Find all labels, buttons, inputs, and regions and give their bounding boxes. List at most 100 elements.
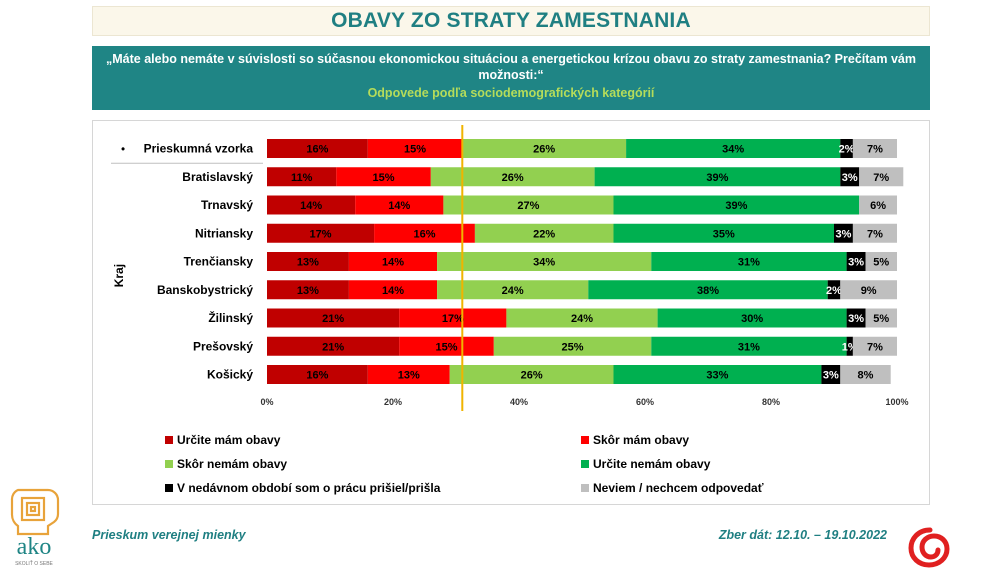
bar-segment — [355, 195, 444, 215]
data-label: 2% — [826, 285, 842, 297]
data-label: 3% — [848, 257, 864, 269]
data-label: 26% — [521, 370, 543, 382]
bar-segment — [437, 280, 589, 300]
data-label: 25% — [562, 341, 584, 353]
data-label: 26% — [533, 144, 555, 156]
data-label: 14% — [382, 285, 404, 297]
group-axis-label: Kraj — [112, 264, 126, 287]
data-label: 21% — [322, 313, 344, 325]
data-label: 34% — [722, 144, 744, 156]
bar-segment — [474, 223, 614, 243]
legend-label: V nedávnom období som o prácu prišiel/pr… — [177, 481, 441, 495]
bar-segment — [267, 252, 349, 271]
bar-segment — [399, 308, 507, 328]
title-bar: OBAVY ZO STRATY ZAMESTNANIA — [92, 6, 930, 36]
data-label: 38% — [697, 285, 719, 297]
data-label: 26% — [502, 172, 524, 184]
data-label: 17% — [310, 228, 332, 240]
bar-segment — [865, 252, 897, 271]
question-box: „Máte alebo nemáte v súvislosti so súčas… — [92, 46, 930, 110]
bar-segment — [613, 195, 860, 215]
bar-segment — [594, 167, 841, 187]
bar-segment — [846, 308, 866, 328]
legend-swatch — [165, 436, 173, 444]
legend-swatch — [165, 460, 173, 468]
bar-segment — [267, 365, 368, 384]
bar-segment — [852, 336, 897, 356]
bar-segment — [651, 336, 847, 356]
category-label: Bratislavský — [182, 170, 253, 184]
bar-segment — [865, 308, 897, 328]
bar-segment — [846, 336, 853, 356]
bar-segment — [827, 280, 841, 300]
data-label: 34% — [533, 257, 555, 269]
x-tick-label: 60% — [636, 397, 654, 407]
data-label: 13% — [398, 370, 420, 382]
category-label: Trenčiansky — [184, 255, 254, 269]
category-label: Žilinský — [208, 310, 253, 325]
legend-swatch — [581, 484, 589, 492]
bar-segment — [267, 280, 349, 300]
data-label: 6% — [870, 200, 886, 212]
bar-segment — [437, 252, 652, 271]
bar-segment — [267, 223, 375, 243]
bar-segment — [462, 139, 627, 158]
category-label: Prešovský — [193, 339, 253, 353]
data-label: 24% — [502, 285, 524, 297]
bar-segment — [657, 308, 847, 328]
bar-segment — [267, 308, 400, 328]
bar-segment — [449, 365, 614, 384]
data-label: 14% — [382, 257, 404, 269]
bar-segment — [399, 336, 494, 356]
chart-panel: Prieskumná vzorka • Bratislavský Trnavský Ni… — [92, 120, 930, 505]
bar-segment — [840, 167, 860, 187]
data-label: 13% — [297, 285, 319, 297]
data-label: 21% — [322, 341, 344, 353]
legend-swatch — [581, 436, 589, 444]
bar-segment — [443, 195, 614, 215]
bar-segment — [840, 365, 891, 384]
bar-segment — [588, 280, 828, 300]
data-label: 3% — [823, 370, 839, 382]
data-label: 24% — [571, 313, 593, 325]
bar-segment — [367, 365, 450, 384]
page-title: OBAVY ZO STRATY ZAMESTNANIA — [331, 9, 691, 32]
data-label: 31% — [738, 341, 760, 353]
data-label: 15% — [373, 172, 395, 184]
data-label: 17% — [442, 313, 464, 325]
bar-segment — [348, 252, 438, 271]
data-label: 30% — [741, 313, 763, 325]
x-tick-label: 20% — [384, 397, 402, 407]
bar-segment — [651, 252, 847, 271]
bar-segment — [267, 336, 400, 356]
data-label: 16% — [306, 370, 328, 382]
ako-logo-tagline: SKOLIŤ O SEBE — [15, 559, 53, 567]
data-label: 3% — [842, 172, 858, 184]
data-label: 5% — [873, 313, 889, 325]
data-label: 7% — [867, 144, 883, 156]
data-label: 7% — [867, 228, 883, 240]
data-label: 14% — [388, 200, 410, 212]
data-label: 7% — [873, 172, 889, 184]
data-label: 13% — [297, 257, 319, 269]
data-label: 27% — [517, 200, 539, 212]
data-label: 7% — [867, 341, 883, 353]
category-label: Trnavský — [201, 198, 253, 212]
ako-logo-text: ako — [17, 534, 52, 560]
x-tick-label: 100% — [885, 397, 908, 407]
bar-segment — [840, 280, 897, 300]
bar-segment — [613, 365, 822, 384]
bar-segment — [613, 223, 834, 243]
bar-segment — [834, 223, 853, 243]
bar-segment — [267, 195, 356, 215]
data-label: 16% — [413, 228, 435, 240]
bar-segment — [846, 252, 866, 271]
bar-segment — [859, 195, 897, 215]
legend-swatch — [165, 484, 173, 492]
data-label: 15% — [404, 144, 426, 156]
bar-segment — [367, 139, 463, 158]
category-label: Košický — [207, 368, 253, 382]
legend-label: Určite mám obavy — [177, 433, 281, 447]
bar-segment — [840, 139, 853, 158]
data-label: 8% — [858, 370, 874, 382]
